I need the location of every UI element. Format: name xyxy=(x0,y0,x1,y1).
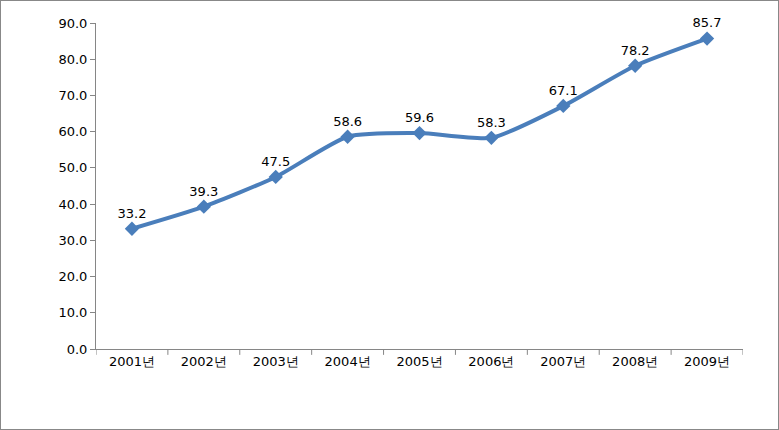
svg-text:40.0: 40.0 xyxy=(58,197,87,212)
svg-text:2005년: 2005년 xyxy=(396,354,442,369)
svg-text:2002년: 2002년 xyxy=(181,354,227,369)
svg-text:20.0: 20.0 xyxy=(58,269,87,284)
svg-text:58.6: 58.6 xyxy=(333,114,362,129)
svg-text:70.0: 70.0 xyxy=(58,88,87,103)
svg-text:30.0: 30.0 xyxy=(58,233,87,248)
svg-text:59.6: 59.6 xyxy=(405,110,434,125)
svg-text:58.3: 58.3 xyxy=(477,115,506,130)
svg-text:2001년: 2001년 xyxy=(109,354,155,369)
svg-text:2003년: 2003년 xyxy=(253,354,299,369)
svg-text:2006년: 2006년 xyxy=(468,354,514,369)
svg-text:2004년: 2004년 xyxy=(325,354,371,369)
svg-text:80.0: 80.0 xyxy=(58,52,87,67)
svg-text:50.0: 50.0 xyxy=(58,160,87,175)
svg-text:90.0: 90.0 xyxy=(58,16,87,31)
svg-text:39.3: 39.3 xyxy=(189,184,218,199)
svg-text:85.7: 85.7 xyxy=(693,15,722,30)
svg-text:60.0: 60.0 xyxy=(58,124,87,139)
svg-text:2007년: 2007년 xyxy=(540,354,586,369)
svg-text:2009년: 2009년 xyxy=(684,354,730,369)
svg-text:0.0: 0.0 xyxy=(67,342,88,357)
svg-text:2008년: 2008년 xyxy=(612,354,658,369)
svg-text:10.0: 10.0 xyxy=(58,305,87,320)
svg-text:47.5: 47.5 xyxy=(261,154,290,169)
svg-text:33.2: 33.2 xyxy=(117,206,146,221)
svg-text:67.1: 67.1 xyxy=(549,83,578,98)
svg-text:78.2: 78.2 xyxy=(621,43,650,58)
